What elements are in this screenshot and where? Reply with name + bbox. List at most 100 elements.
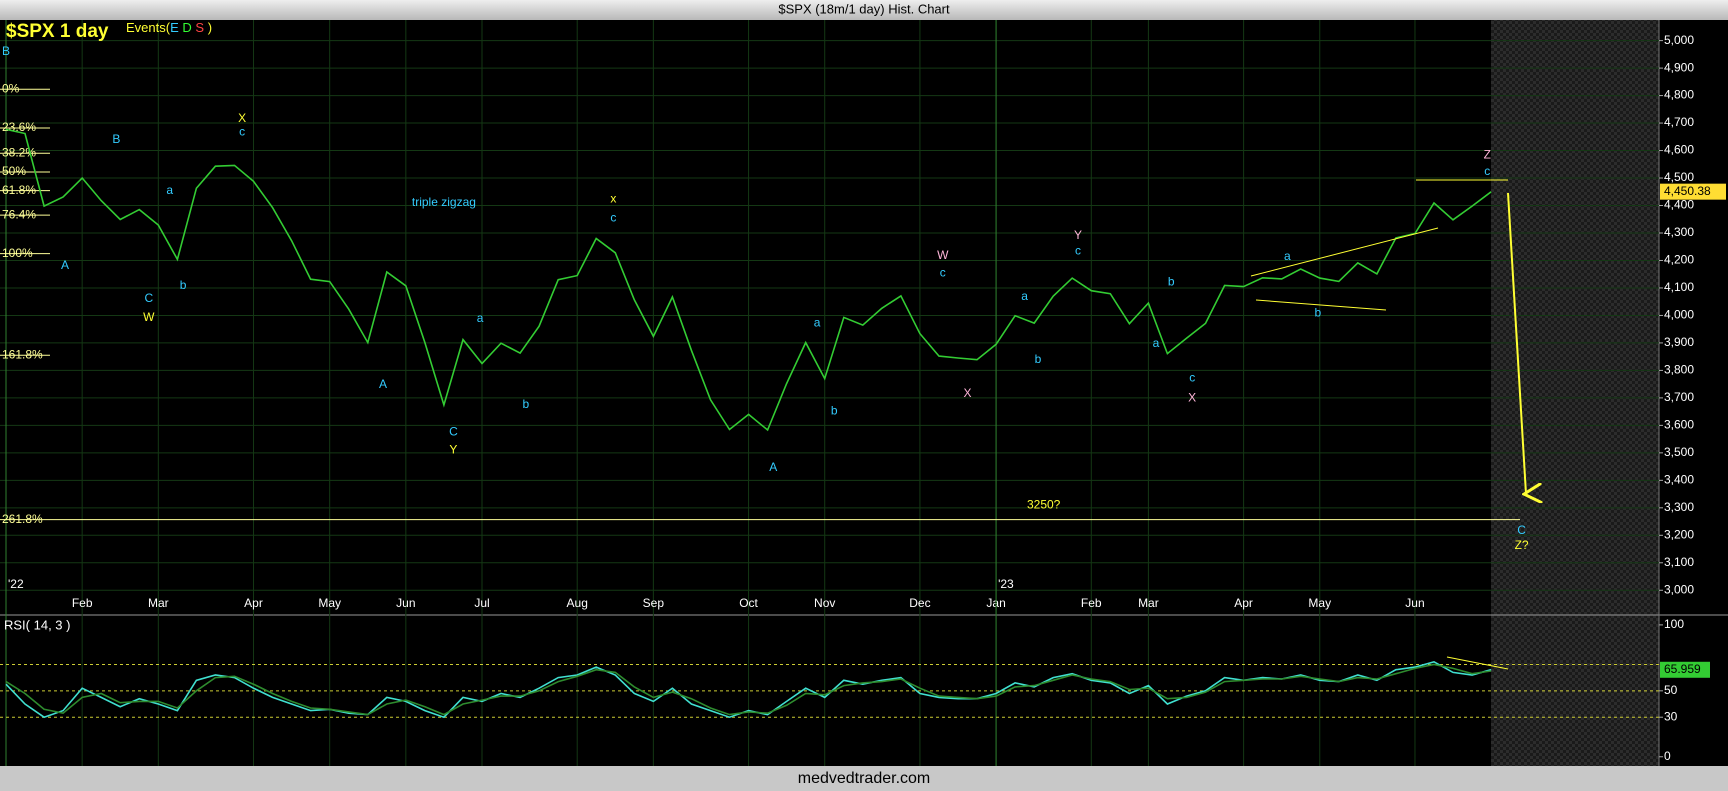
wave-label: c (1075, 244, 1081, 258)
x-tick-label: May (1308, 596, 1331, 610)
footer-bar (0, 766, 1728, 791)
wave-label: Z (1484, 148, 1491, 162)
y-tick-label: 3,800 (1664, 363, 1694, 377)
events-label: Events( (126, 20, 171, 35)
footer: medvedtrader.com (798, 770, 931, 787)
wave-label: b (180, 278, 187, 292)
y-tick-label: 4,300 (1664, 225, 1694, 239)
fib-label: 261.8% (2, 512, 43, 526)
y-tick-label: 50 (1664, 683, 1678, 697)
wave-label: C (449, 425, 458, 439)
x-tick-label: Aug (567, 596, 588, 610)
wave-label: C (1517, 523, 1526, 537)
fib-label: 50% (2, 164, 26, 178)
x-tick-label: Oct (739, 596, 758, 610)
wave-label: Y (1074, 228, 1082, 242)
x-tick-label: Apr (1234, 596, 1253, 610)
x-tick-label: Mar (148, 596, 169, 610)
wave-label: X (238, 111, 246, 125)
wave-label: b (1168, 274, 1175, 288)
x-tick-label: Feb (1081, 596, 1102, 610)
wave-label: b (522, 397, 529, 411)
fib-label: 38.2% (2, 145, 36, 159)
last-value-label: 65.959 (1664, 662, 1701, 676)
y-tick-label: 4,200 (1664, 253, 1694, 267)
wave-label: b (1035, 352, 1042, 366)
wave-label: a (1021, 289, 1028, 303)
trendline (1250, 227, 1439, 277)
y-tick-label: 3,700 (1664, 390, 1694, 404)
wave-label: c (940, 266, 946, 280)
window-title: $SPX (18m/1 day) Hist. Chart (778, 1, 950, 16)
rsi-title: RSI( 14, 3 ) (4, 617, 70, 632)
x-tick-label: Mar (1138, 596, 1159, 610)
wave-label: x (610, 192, 616, 206)
trendline (1446, 656, 1509, 670)
projection-arrow (1507, 192, 1526, 494)
fib-label: 100% (2, 246, 33, 260)
y-tick-label: 4,100 (1664, 280, 1694, 294)
last-price-box (1660, 183, 1726, 200)
symbol-title: $SPX 1 day (6, 21, 109, 42)
wave-label: B (112, 132, 120, 146)
x-tick-label: Dec (909, 596, 930, 610)
event-letter: S (195, 20, 204, 35)
events-close: ) (208, 20, 212, 35)
wave-label: A (379, 377, 387, 391)
x-tick-label: May (318, 596, 341, 610)
y-tick-label: 3,100 (1664, 555, 1694, 569)
y-tick-label: 3,000 (1664, 582, 1694, 596)
future-area (1491, 20, 1659, 615)
y-tick-label: 4,700 (1664, 115, 1694, 129)
event-letter: E (170, 20, 179, 35)
wave-label: a (1284, 249, 1291, 263)
y-tick-label: 3,300 (1664, 500, 1694, 514)
y-tick-label: 3,500 (1664, 445, 1694, 459)
fib-label: 0% (2, 81, 20, 95)
y-tick-label: 3,600 (1664, 418, 1694, 432)
wave-label: B (2, 44, 10, 58)
wave-label: c (1189, 371, 1195, 385)
wave-label: triple zigzag (412, 195, 476, 209)
y-tick-label: 100 (1664, 617, 1684, 631)
y-tick-label: 4,500 (1664, 170, 1694, 184)
y-tick-label: 5,000 (1664, 33, 1694, 47)
fib-label: 161.8% (2, 347, 43, 361)
wave-label: W (143, 310, 155, 324)
events-legend: Events(E D S ) (126, 20, 212, 35)
y-tick-label: 4,900 (1664, 60, 1694, 74)
wave-label: a (1153, 336, 1160, 350)
x-tick-label: Jul (474, 596, 489, 610)
event-letter: D (182, 20, 191, 35)
trendline (1255, 299, 1387, 311)
series-line (5, 128, 1492, 432)
wave-label: X (964, 386, 972, 400)
wave-label: a (166, 183, 173, 197)
y-tick-label: 3,900 (1664, 335, 1694, 349)
x-tick-label: Feb (72, 596, 93, 610)
wave-label: c (1484, 164, 1490, 178)
fib-label: 76.4% (2, 207, 36, 221)
last-value-box (1660, 661, 1710, 678)
wave-label: C (144, 291, 153, 305)
y-tick-label: 3,400 (1664, 473, 1694, 487)
plot: 3,000 3,100 3,200 3,300 3,400 3,500 3,600 3,700… (0, 20, 1726, 766)
x-tick-label: Jun (396, 596, 415, 610)
wave-label: Z? (1515, 538, 1529, 552)
wave-label: b (831, 404, 838, 418)
x-tick-label: Sep (643, 596, 665, 610)
wave-label: a (477, 311, 484, 325)
series-line (5, 663, 1492, 716)
wave-label: c (610, 211, 616, 225)
x-tick-label: Nov (814, 596, 835, 610)
wave-label: a (814, 315, 821, 329)
y-tick-label: 3,200 (1664, 527, 1694, 541)
x-tick-label: Apr (244, 596, 263, 610)
y-tick-label: 4,400 (1664, 198, 1694, 212)
wave-label: A (61, 258, 69, 272)
wave-label: A (769, 460, 777, 474)
wave-label: 3250? (1027, 498, 1061, 512)
title-bar (0, 0, 1728, 20)
fib-label: 61.8% (2, 183, 36, 197)
